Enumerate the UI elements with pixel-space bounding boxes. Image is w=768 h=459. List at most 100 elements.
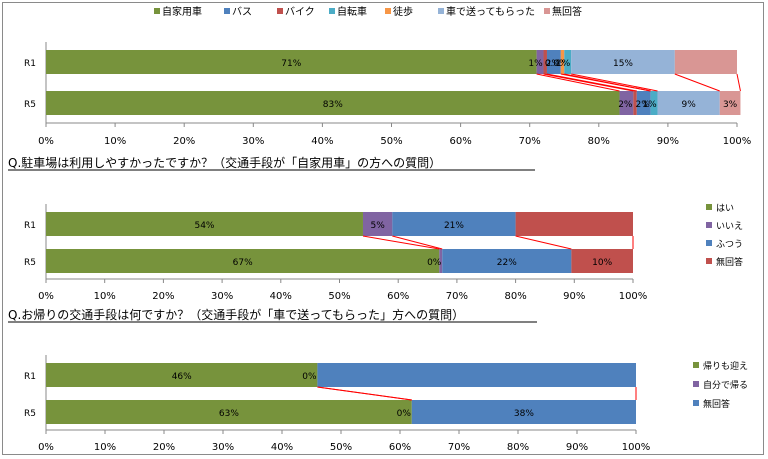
data-label: 0% bbox=[397, 409, 412, 419]
legend-swatch bbox=[438, 8, 444, 14]
legend-label: いいえ bbox=[716, 221, 743, 232]
x-tick-label: 60% bbox=[449, 136, 471, 147]
legend-label: 自家用車 bbox=[162, 5, 202, 18]
x-tick-label: 50% bbox=[330, 442, 352, 453]
x-tick-label: 20% bbox=[173, 136, 195, 147]
data-label: 5% bbox=[371, 221, 386, 231]
bar-segment bbox=[439, 249, 443, 273]
legend-label: ふつう bbox=[716, 239, 743, 250]
x-tick-label: 80% bbox=[504, 291, 526, 302]
bar-segment bbox=[536, 50, 544, 74]
bar-segment bbox=[719, 91, 741, 115]
x-tick-label: 40% bbox=[271, 442, 293, 453]
bar-segment bbox=[46, 400, 412, 424]
category-label: R5 bbox=[24, 100, 36, 110]
x-tick-label: 10% bbox=[104, 136, 126, 147]
x-tick-label: 80% bbox=[588, 136, 610, 147]
data-label: 46% bbox=[172, 372, 192, 382]
x-tick-label: 100% bbox=[723, 136, 752, 147]
bar-segment bbox=[362, 212, 393, 236]
x-tick-label: 10% bbox=[94, 442, 116, 453]
legend-label: 車で送ってもらった bbox=[446, 5, 535, 18]
x-tick-label: 50% bbox=[380, 136, 402, 147]
bar-segment bbox=[560, 50, 565, 74]
x-tick-label: 70% bbox=[448, 442, 470, 453]
data-label: 1% bbox=[556, 59, 571, 69]
bar-segment bbox=[46, 50, 537, 74]
bar-segment bbox=[571, 50, 675, 74]
legend-swatch bbox=[706, 204, 712, 210]
legend-swatch bbox=[706, 258, 712, 264]
legend-swatch bbox=[154, 8, 160, 14]
x-tick-label: 30% bbox=[242, 136, 264, 147]
legend-swatch bbox=[329, 8, 335, 14]
x-tick-label: 70% bbox=[519, 136, 541, 147]
x-tick-label: 100% bbox=[622, 442, 651, 453]
legend-label: 自転車 bbox=[337, 5, 367, 18]
category-label: R1 bbox=[24, 59, 36, 69]
data-label: 0% bbox=[302, 372, 317, 382]
bar-segment bbox=[571, 249, 633, 273]
x-tick-label: 40% bbox=[311, 136, 333, 147]
data-label: 71% bbox=[281, 59, 301, 69]
chart-title: Q.お帰りの交通手段は何ですか？（交通手段が「車で送ってもらった」方への質問） bbox=[8, 307, 464, 322]
series-connector bbox=[564, 73, 651, 92]
series-connector bbox=[543, 73, 634, 92]
x-tick-label: 80% bbox=[507, 442, 529, 453]
category-label: R5 bbox=[24, 409, 36, 419]
bar-segment bbox=[650, 91, 658, 115]
bar-segment bbox=[564, 50, 572, 74]
series-connector bbox=[515, 235, 572, 250]
data-label: 15% bbox=[613, 59, 633, 69]
data-label: 2% bbox=[618, 100, 633, 110]
legend-swatch bbox=[544, 8, 550, 14]
legend-label: 無回答 bbox=[716, 256, 743, 268]
legend-swatch bbox=[706, 240, 712, 246]
legend-label: 無回答 bbox=[703, 398, 730, 410]
series-connector bbox=[571, 73, 658, 92]
data-label: 2% bbox=[635, 100, 650, 110]
bar-segment bbox=[636, 91, 651, 115]
series-connector bbox=[674, 73, 720, 92]
data-label: 0.0% bbox=[545, 59, 568, 69]
legend-swatch bbox=[693, 381, 699, 387]
x-tick-label: 0% bbox=[38, 291, 54, 302]
category-label: R5 bbox=[24, 258, 36, 268]
x-tick-label: 40% bbox=[270, 291, 292, 302]
bar-segment bbox=[392, 212, 516, 236]
legend-label: 徒歩 bbox=[393, 5, 413, 18]
x-tick-label: 70% bbox=[446, 291, 468, 302]
data-label: 22% bbox=[497, 258, 517, 268]
legend-label: バイク bbox=[285, 6, 315, 18]
legend-swatch bbox=[693, 362, 699, 368]
data-label: 54% bbox=[194, 221, 214, 231]
series-connector bbox=[392, 235, 443, 250]
bar-segment bbox=[411, 400, 636, 424]
series-connector bbox=[546, 73, 637, 92]
series-connector bbox=[362, 235, 440, 250]
data-label: 83% bbox=[323, 100, 343, 110]
x-tick-label: 60% bbox=[387, 291, 409, 302]
x-tick-label: 60% bbox=[389, 442, 411, 453]
legend-swatch bbox=[706, 222, 712, 228]
x-tick-label: 50% bbox=[328, 291, 350, 302]
series-connector bbox=[317, 386, 412, 401]
bar-segment bbox=[317, 363, 636, 387]
data-label: 10% bbox=[592, 258, 612, 268]
x-tick-label: 30% bbox=[212, 442, 234, 453]
data-label: 1% bbox=[528, 59, 543, 69]
bar-segment bbox=[619, 91, 634, 115]
data-label: 67% bbox=[233, 258, 253, 268]
bar-segment bbox=[46, 249, 440, 273]
bar-segment bbox=[657, 91, 720, 115]
x-tick-label: 90% bbox=[566, 442, 588, 453]
bar-segment bbox=[674, 50, 737, 74]
data-label: 9% bbox=[681, 100, 696, 110]
data-label: 3% bbox=[723, 100, 738, 110]
category-label: R1 bbox=[24, 221, 36, 231]
x-tick-label: 20% bbox=[153, 442, 175, 453]
legend-swatch bbox=[277, 8, 283, 14]
data-label: 2% bbox=[546, 59, 561, 69]
legend-swatch bbox=[224, 8, 230, 14]
x-tick-label: 30% bbox=[211, 291, 233, 302]
